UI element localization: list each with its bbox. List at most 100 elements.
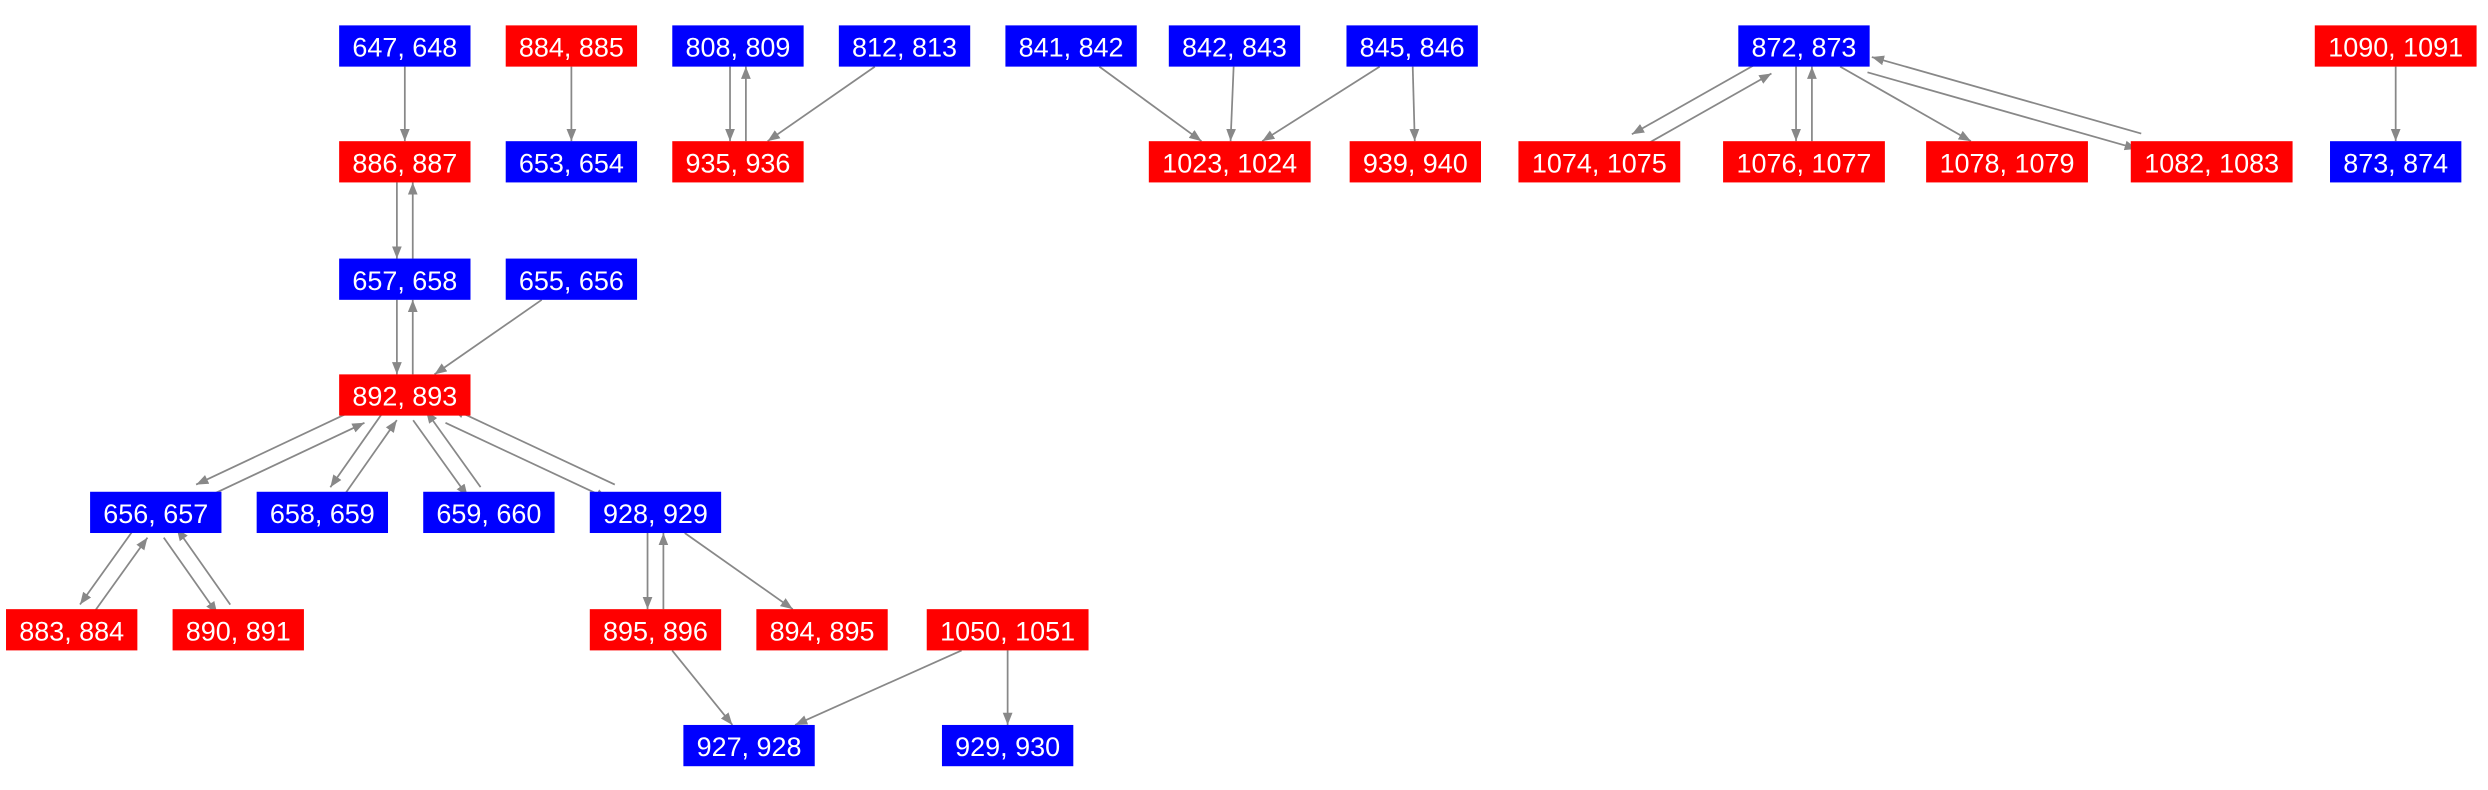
node-box [90,491,222,534]
node-box [1005,25,1137,67]
node: 1074, 1075 [1518,141,1681,183]
edge [451,407,616,486]
node-label: 927, 928 [697,732,802,762]
node-label: 872, 873 [1752,33,1857,63]
edge [1867,71,2138,151]
node-box [672,25,804,67]
node-label: 894, 895 [770,616,875,646]
node-label: 935, 936 [685,148,790,178]
node-label: 1090, 1091 [2328,33,2463,63]
node-label: 841, 842 [1019,33,1124,63]
node-label: 939, 940 [1363,148,1468,178]
node-box [926,609,1089,651]
node: 845, 846 [1346,25,1478,67]
node: 873, 874 [2330,141,2462,183]
node: 1082, 1083 [2130,141,2293,183]
edge [329,410,385,488]
node-label: 929, 930 [955,732,1060,762]
node: 656, 657 [90,491,222,534]
node-label: 842, 843 [1182,33,1287,63]
node-box [672,141,804,183]
node: 894, 895 [756,609,888,651]
node: 653, 654 [505,141,638,183]
edge [1839,65,1972,142]
node-box [505,141,638,183]
node: 890, 891 [172,609,304,651]
node: 886, 887 [339,141,471,183]
node-label: 884, 885 [519,33,624,63]
node-box [756,609,888,651]
node: 1090, 1091 [2314,25,2477,67]
node-box [172,609,304,651]
node-box [2130,141,2293,183]
edge [684,532,794,610]
node-box [589,491,722,534]
node: 884, 885 [505,25,638,67]
node-box [589,609,722,651]
node-box [1349,141,1481,183]
edge [1631,58,1765,136]
node: 841, 842 [1005,25,1137,67]
node-label: 1076, 1077 [1737,148,1872,178]
node-label: 1078, 1079 [1940,148,2075,178]
node-label: 647, 648 [352,33,457,63]
node-box [505,258,638,300]
edge [1226,66,1236,142]
node-box [339,258,471,300]
node-label: 812, 813 [852,33,957,63]
node: 929, 930 [941,724,1074,767]
node-box [1926,141,2088,183]
edge [1261,65,1381,142]
node-box [1346,25,1478,67]
edge [342,419,398,497]
edge [1098,65,1202,142]
node: 939, 940 [1349,141,1481,183]
node-label: 1050, 1051 [940,616,1075,646]
edge [195,407,359,486]
node: 812, 813 [838,25,971,67]
node-box [1738,25,1870,67]
node: 883, 884 [6,609,138,651]
node: 892, 893 [339,374,471,416]
edge [79,527,136,606]
node-label: 928, 929 [603,499,708,529]
node: 659, 660 [423,491,555,534]
node-box [505,25,638,67]
node: 647, 648 [339,25,471,67]
node: 928, 929 [589,491,722,534]
node: 927, 928 [683,724,815,767]
node-box [1518,141,1681,183]
node-box [941,724,1074,767]
node-label: 658, 659 [270,499,375,529]
node-box [423,491,555,534]
node-box [838,25,971,67]
node-label: 808, 809 [685,33,790,63]
edge [163,537,218,615]
node-box [2314,25,2477,67]
nodes: 647, 648 884, 885 808, 809 812, 813 841, 842… [6,25,2477,767]
edge [433,299,543,376]
node-label: 659, 660 [436,499,541,529]
node-box [339,141,471,183]
edge [671,649,734,726]
node-box [683,724,815,767]
edge [412,419,469,497]
node: 1050, 1051 [926,609,1089,651]
node-label: 895, 896 [603,616,708,646]
node-box [339,25,471,67]
node: 657, 658 [339,258,471,300]
edges [79,55,2401,726]
edge [1639,72,1772,149]
node-box [256,491,389,534]
edge [794,649,962,726]
node: 895, 896 [589,609,722,651]
node: 1023, 1024 [1148,141,1311,183]
node-label: 1074, 1075 [1532,148,1667,178]
node-box [1723,141,1885,183]
node: 935, 936 [672,141,804,183]
node-label: 653, 654 [519,148,624,178]
node-label: 655, 656 [519,266,624,296]
node-label: 657, 658 [352,266,457,296]
node-label: 883, 884 [19,616,124,646]
node: 872, 873 [1738,25,1870,67]
